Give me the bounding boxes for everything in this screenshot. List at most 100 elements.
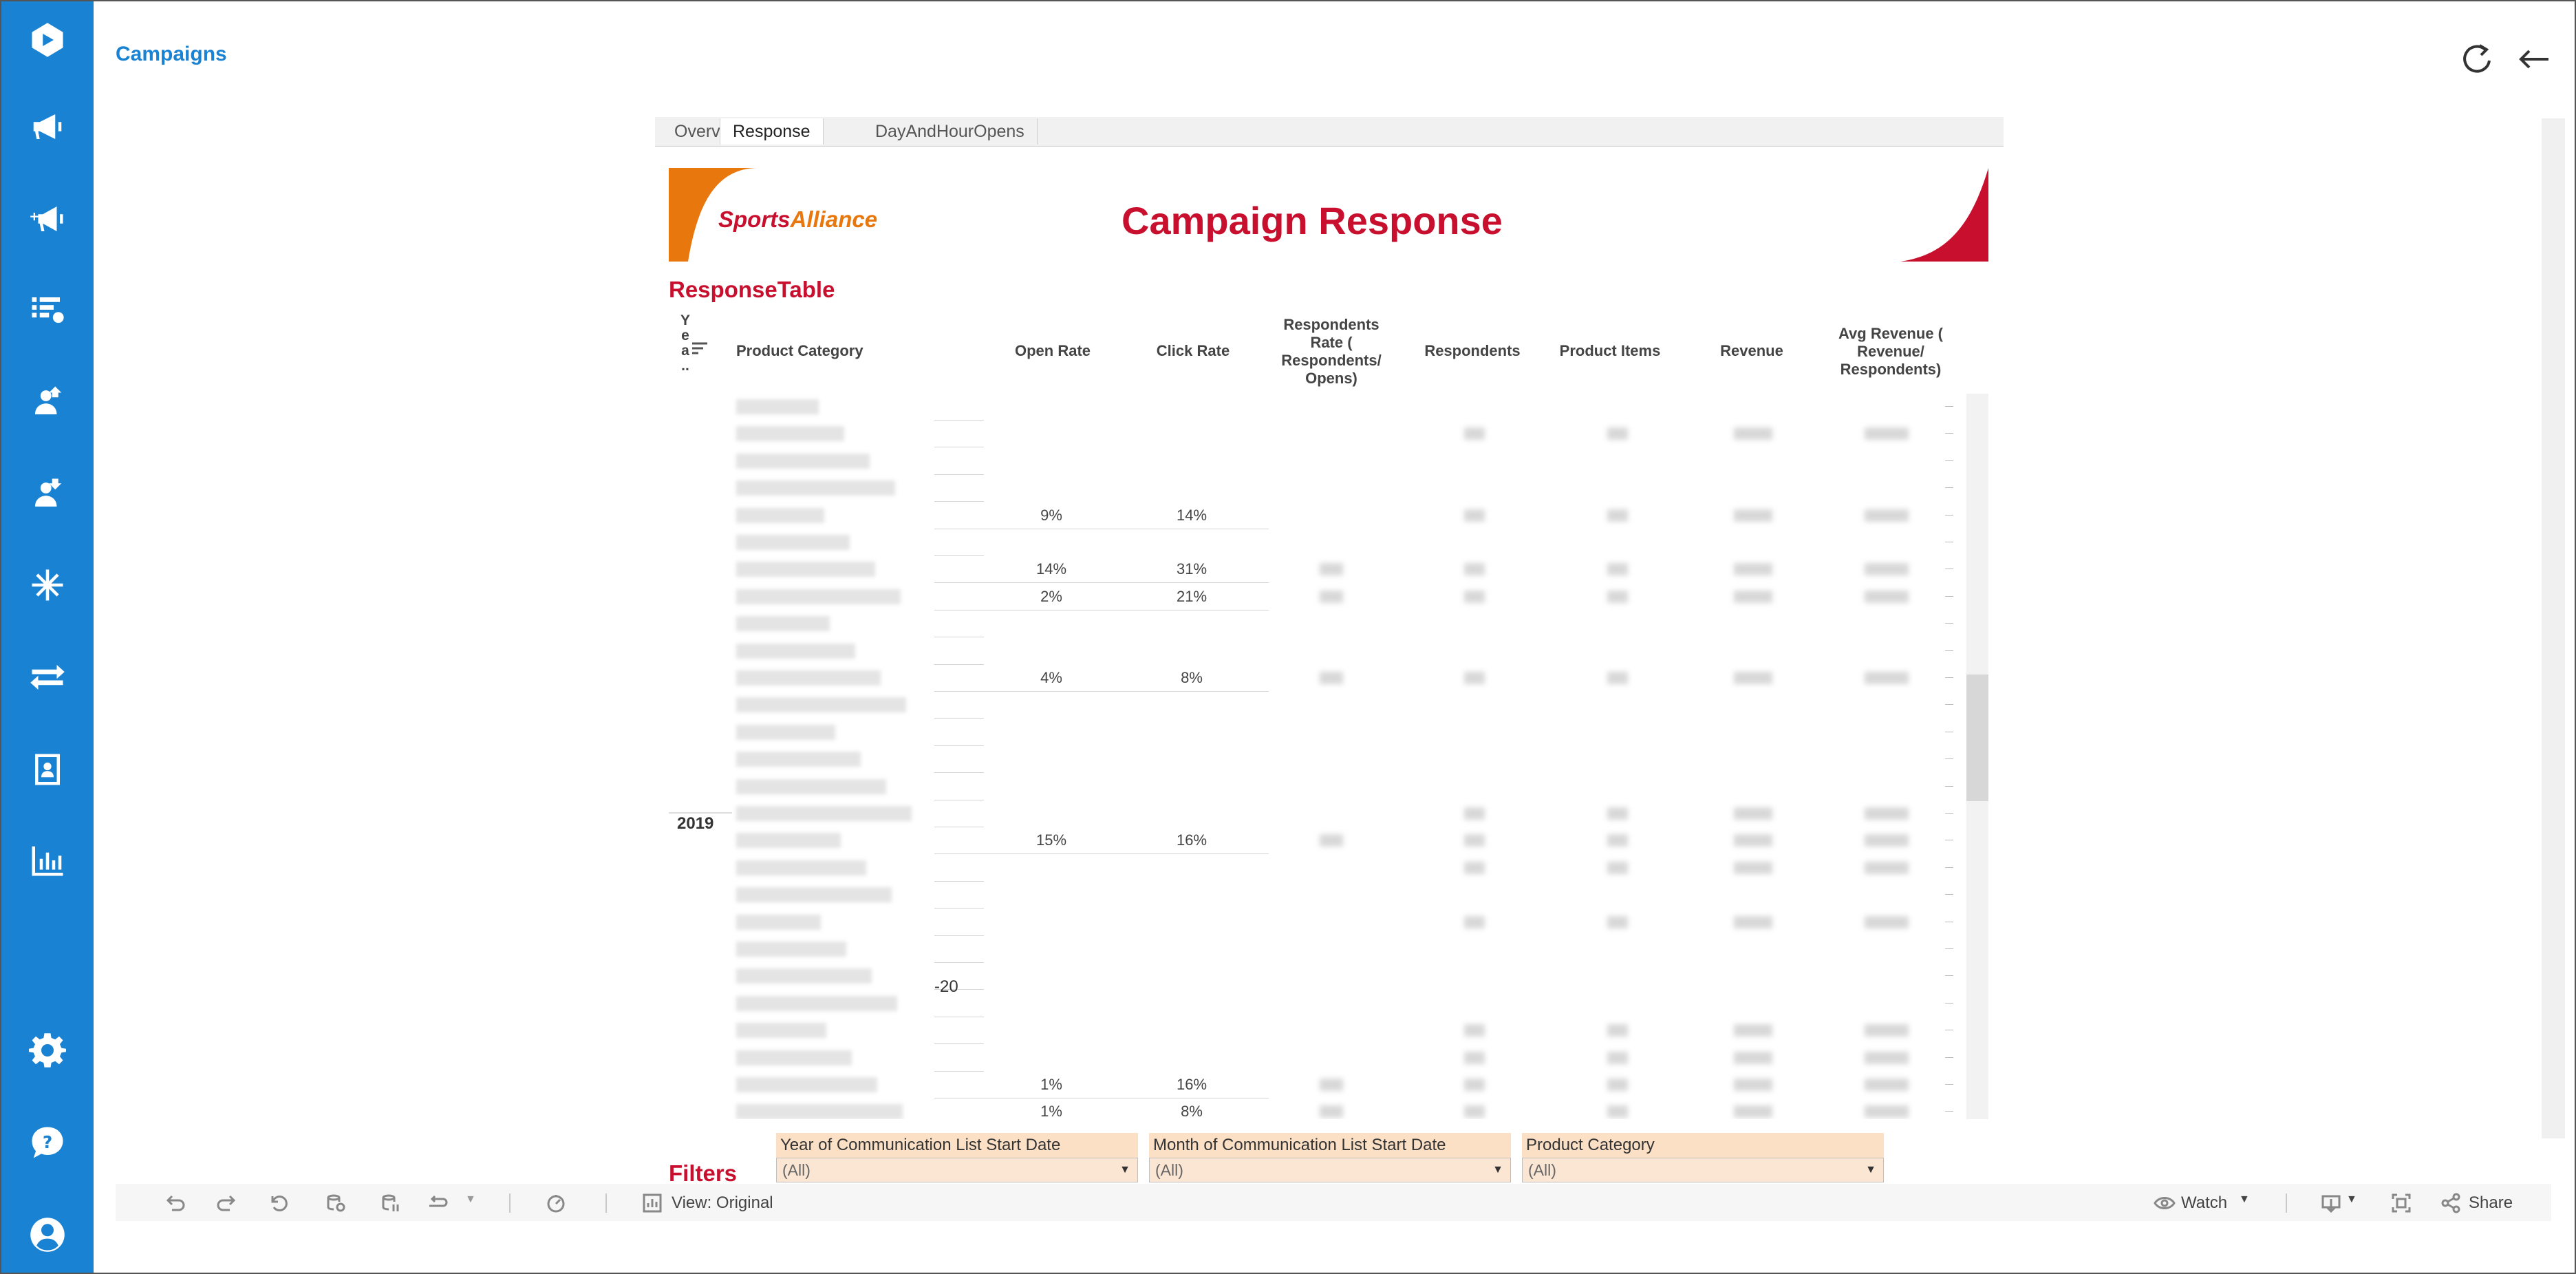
product-category-cell-redacted <box>736 535 850 550</box>
share-icon[interactable] <box>2440 1192 2462 1214</box>
table-scrollbar-thumb[interactable] <box>1966 675 1988 801</box>
metric-cell-redacted <box>1865 834 1909 847</box>
column-header-revenue[interactable]: Revenue <box>1720 342 1783 359</box>
filter-year-label: Year of Communication List Start Date <box>776 1133 1138 1158</box>
year-column-header[interactable]: Y e a .. <box>680 312 690 374</box>
table-row <box>669 800 1957 828</box>
person-upload-icon[interactable] <box>25 380 69 424</box>
table-row <box>669 475 1957 502</box>
column-header-product-items[interactable]: Product Items <box>1559 342 1661 359</box>
watch-dropdown-icon[interactable]: ▼ <box>2239 1193 2250 1205</box>
row-tick <box>1945 975 1953 977</box>
filter-month-dropdown[interactable]: (All) ▼ <box>1149 1158 1511 1182</box>
megaphone-add-icon[interactable] <box>25 197 69 241</box>
view-icon[interactable] <box>641 1192 663 1214</box>
product-category-cell-redacted <box>736 670 881 686</box>
column-header-respondents[interactable]: Respondents <box>1424 342 1521 359</box>
gear-icon[interactable] <box>25 1028 69 1072</box>
table-row <box>669 936 1957 964</box>
redo-icon[interactable] <box>216 1192 238 1214</box>
metric-cell-redacted <box>1865 509 1909 522</box>
metric-cell-redacted <box>1607 861 1628 874</box>
respondents-rate-cell-redacted <box>1320 563 1343 576</box>
table-row <box>669 448 1957 476</box>
app-title: Campaigns <box>116 43 227 65</box>
tab-response[interactable]: Response <box>720 118 824 145</box>
product-category-cell-redacted <box>736 588 901 604</box>
watch-eye-icon[interactable] <box>2154 1192 2176 1214</box>
refresh-icon[interactable] <box>2458 40 2496 78</box>
person-download-icon[interactable] <box>25 472 69 516</box>
table-row <box>669 909 1957 937</box>
logo-icon[interactable] <box>25 18 69 62</box>
metric-cell-redacted <box>1464 672 1485 684</box>
toolbar-separator <box>2286 1193 2287 1213</box>
table-row <box>669 1045 1957 1072</box>
filter-year-dropdown[interactable]: (All) ▼ <box>776 1158 1138 1182</box>
table-row: 4% 8% <box>669 665 1957 692</box>
pause-updates-icon[interactable] <box>380 1192 402 1214</box>
replay-dropdown-icon[interactable]: ▼ <box>465 1193 476 1205</box>
sort-icon[interactable] <box>691 341 709 357</box>
table-row: 1% 16% <box>669 1072 1957 1099</box>
metric-cell-redacted <box>1865 807 1909 820</box>
table-row: 15% 16% <box>669 827 1957 855</box>
row-tick <box>1945 650 1953 651</box>
snowflake-icon[interactable] <box>25 563 69 607</box>
download-icon[interactable] <box>2320 1192 2342 1214</box>
respondents-rate-cell-redacted <box>1320 672 1343 684</box>
truncated-cell-text: -20 <box>934 977 958 996</box>
metric-cell-redacted <box>1464 509 1485 522</box>
row-tick <box>1945 758 1953 760</box>
view-toolbar: ▼ View: Original Watch ▼ ▼ Share <box>116 1184 2551 1221</box>
report-title: Campaign Response <box>1121 199 1503 242</box>
help-chat-icon[interactable]: ? <box>25 1121 69 1165</box>
performance-icon[interactable] <box>545 1192 567 1214</box>
product-category-cell-redacted <box>736 453 870 469</box>
megaphone-icon[interactable] <box>25 105 69 149</box>
watch-button[interactable]: Watch <box>2181 1193 2228 1212</box>
click-rate-cell: 8% <box>1181 669 1203 686</box>
share-button[interactable]: Share <box>2469 1193 2513 1212</box>
row-divider <box>934 880 984 882</box>
tab-dayandhouropens[interactable]: DayAndHourOpens <box>863 118 1038 145</box>
bar-chart-icon[interactable] <box>25 838 69 882</box>
open-rate-cell: 15% <box>1035 831 1067 849</box>
undo-icon[interactable] <box>164 1192 186 1214</box>
user-icon[interactable] <box>25 1213 69 1257</box>
dashboard-scrollbar[interactable] <box>2542 118 2565 1138</box>
open-rate-cell: 1% <box>1040 1076 1062 1093</box>
download-dropdown-icon[interactable]: ▼ <box>2346 1193 2357 1205</box>
metric-cell-redacted <box>1734 807 1772 820</box>
back-arrow-icon[interactable] <box>2515 40 2554 78</box>
column-header-open-rate[interactable]: Open Rate <box>1014 342 1091 359</box>
replay-icon[interactable] <box>427 1192 449 1214</box>
metric-cell-redacted <box>1464 1051 1485 1064</box>
column-header-avg-revenue[interactable]: Avg Revenue ( Revenue/ Respondents) <box>1838 325 1943 378</box>
column-header-respondents-rate[interactable]: Respondents Rate ( Respondents/ Opens) <box>1281 316 1382 387</box>
metric-cell-redacted <box>1865 861 1909 874</box>
row-tick <box>1945 867 1953 868</box>
red-swoosh-graphic <box>1900 168 1988 262</box>
product-category-cell-redacted <box>736 1023 826 1039</box>
row-divider <box>934 420 984 421</box>
fullscreen-icon[interactable] <box>2390 1192 2412 1214</box>
transfer-arrows-icon[interactable] <box>25 655 69 699</box>
table-row <box>669 1017 1957 1045</box>
contact-card-icon[interactable] <box>25 747 69 792</box>
metric-cell-redacted <box>1734 1079 1772 1091</box>
column-header-click-rate[interactable]: Click Rate <box>1156 342 1230 359</box>
view-original-label[interactable]: View: Original <box>672 1193 773 1212</box>
response-table-body[interactable]: 9%14%14%31%2%21%4%8%15%16%1%16%1%8%4%24% <box>669 394 1957 1119</box>
metric-cell-redacted <box>1464 1105 1485 1118</box>
open-rate-cell: 2% <box>1040 587 1062 605</box>
row-tick <box>1945 1084 1953 1085</box>
refresh-data-icon[interactable] <box>325 1192 347 1214</box>
revert-icon[interactable] <box>268 1192 290 1214</box>
list-settings-icon[interactable] <box>25 288 69 332</box>
filter-product-category-dropdown[interactable]: (All) ▼ <box>1522 1158 1884 1182</box>
column-header-product-category[interactable]: Product Category <box>736 342 863 359</box>
sidebar: ? <box>1 1 94 1273</box>
row-divider <box>934 962 984 963</box>
metric-cell-redacted <box>1607 427 1628 440</box>
